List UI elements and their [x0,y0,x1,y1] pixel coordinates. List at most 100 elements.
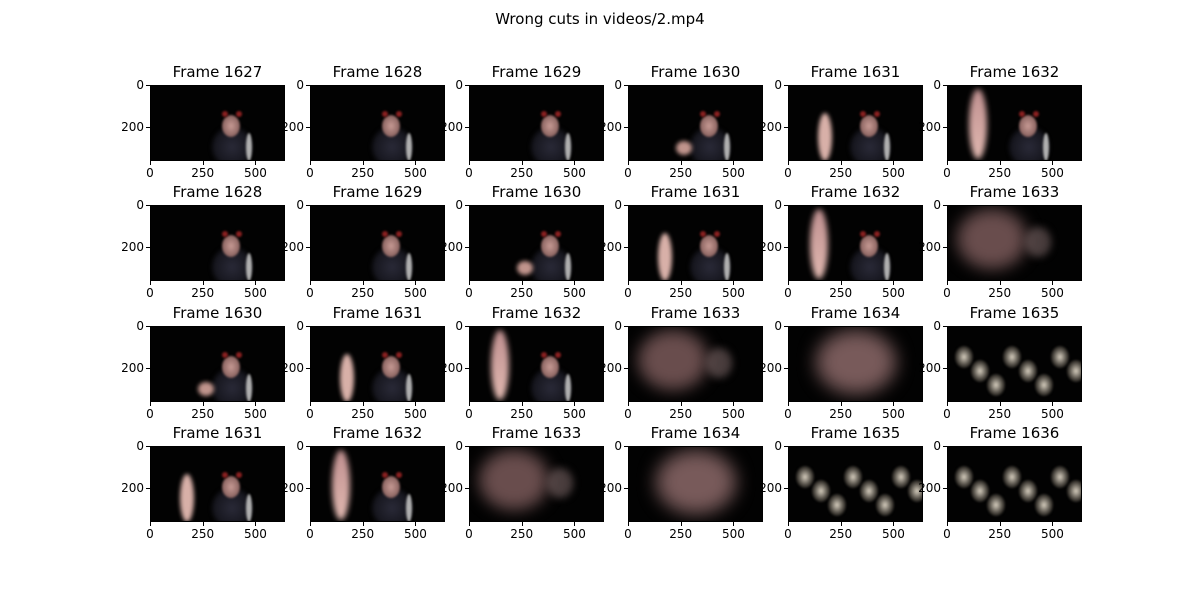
frame-image [628,446,763,522]
y-tick-label: 200 [918,240,941,255]
y-tick-label: 200 [599,240,622,255]
face-shape [541,356,559,378]
x-tick-label: 500 [1041,166,1064,180]
x-tick-label: 0 [306,286,314,300]
x-tick-label: 0 [943,407,951,421]
y-tick [784,127,788,129]
x-tick-label: 0 [146,527,154,541]
x-tick-label: 500 [722,286,745,300]
y-tick-label: 200 [440,120,463,135]
collar-shape [246,253,252,281]
x-tick [840,161,842,165]
y-tick [465,127,469,129]
frame-panel: Frame 1630 0 250 500 0 200 [599,63,788,183]
x-tick-label: 250 [351,166,375,180]
x-tick-label: 250 [988,166,1012,180]
y-tick [624,368,628,370]
arm-shape [198,382,214,396]
frame-image [947,446,1082,522]
collar-shape [406,494,412,522]
panel-title: Frame 1630 [172,304,263,322]
x-tick [574,281,576,285]
frame-panel: Frame 1632 0 250 500 0 200 [918,63,1107,183]
x-tick [415,161,417,165]
x-tick [680,161,682,165]
bow-shape [236,111,242,117]
panel-title: Frame 1628 [332,63,423,81]
arm-shape [491,330,509,400]
x-tick [628,281,629,285]
face-shape [222,476,240,498]
arm-shape [810,209,828,279]
x-tick-label: 0 [146,407,154,421]
x-tick [947,402,948,406]
y-tick [146,368,150,370]
blurred-arm-shape [957,209,1027,269]
frame-image [310,205,445,281]
x-tick-label: 250 [988,407,1012,421]
bow-shape [541,111,547,117]
bow-shape [382,352,388,358]
frame-panel: Frame 1635 0 250 500 0 200 [759,424,948,544]
bow-shape [874,231,880,237]
x-tick-label: 0 [146,286,154,300]
x-tick-label: 500 [722,166,745,180]
frame-panel: Frame 1628 0 250 500 0 200 [121,183,310,303]
x-tick-label: 500 [563,407,586,421]
x-tick [733,161,735,165]
frame-panel: Frame 1633 0 250 500 0 200 [440,424,629,544]
frame-image [947,205,1082,281]
x-tick-label: 250 [829,527,853,541]
face-shape [222,235,240,257]
face-shape [860,235,878,257]
x-tick [150,281,151,285]
panel-title: Frame 1632 [332,424,423,442]
frame-panel: Frame 1631 0 250 500 0 200 [599,183,788,303]
x-tick [1052,161,1054,165]
x-tick-label: 250 [829,166,853,180]
x-tick [255,161,257,165]
panel-title: Frame 1631 [172,424,263,442]
frame-panel: Frame 1631 0 250 500 0 200 [121,424,310,544]
bow-shape [236,231,242,237]
x-tick [733,522,735,526]
frame-image [469,85,604,161]
y-tick-label: 200 [918,361,941,376]
x-tick-label: 0 [146,166,154,180]
collar-shape [565,253,571,281]
y-tick [146,205,150,206]
machine-part-shape [860,480,878,502]
arm-shape [517,261,533,275]
arm-shape [818,113,832,161]
y-tick-label: 0 [455,78,463,92]
x-tick-label: 250 [988,286,1012,300]
arm-shape [658,233,672,281]
x-tick-label: 0 [306,166,314,180]
x-tick-label: 0 [784,527,792,541]
y-tick-label: 0 [455,319,463,333]
x-tick-label: 500 [244,527,267,541]
face-shape [1019,115,1037,137]
blurred-face-shape [656,450,736,514]
x-tick-label: 0 [306,407,314,421]
x-tick [202,161,204,165]
face-shape [860,115,878,137]
x-tick [362,522,364,526]
y-tick [306,488,310,490]
face-shape [541,115,559,137]
y-tick-label: 200 [918,481,941,496]
y-tick-label: 200 [918,120,941,135]
machine-part-shape [844,466,862,488]
y-tick-label: 0 [136,198,144,212]
x-tick-label: 500 [1041,407,1064,421]
machine-part-shape [1051,466,1069,488]
collar-shape [884,253,890,281]
panel-title: Frame 1629 [332,183,423,201]
machine-part-shape [1003,466,1021,488]
machine-part-shape [812,480,830,502]
x-tick [788,402,789,406]
x-tick-label: 250 [510,407,534,421]
machine-part-shape [892,466,910,488]
y-tick-label: 0 [614,78,622,92]
x-tick [840,402,842,406]
